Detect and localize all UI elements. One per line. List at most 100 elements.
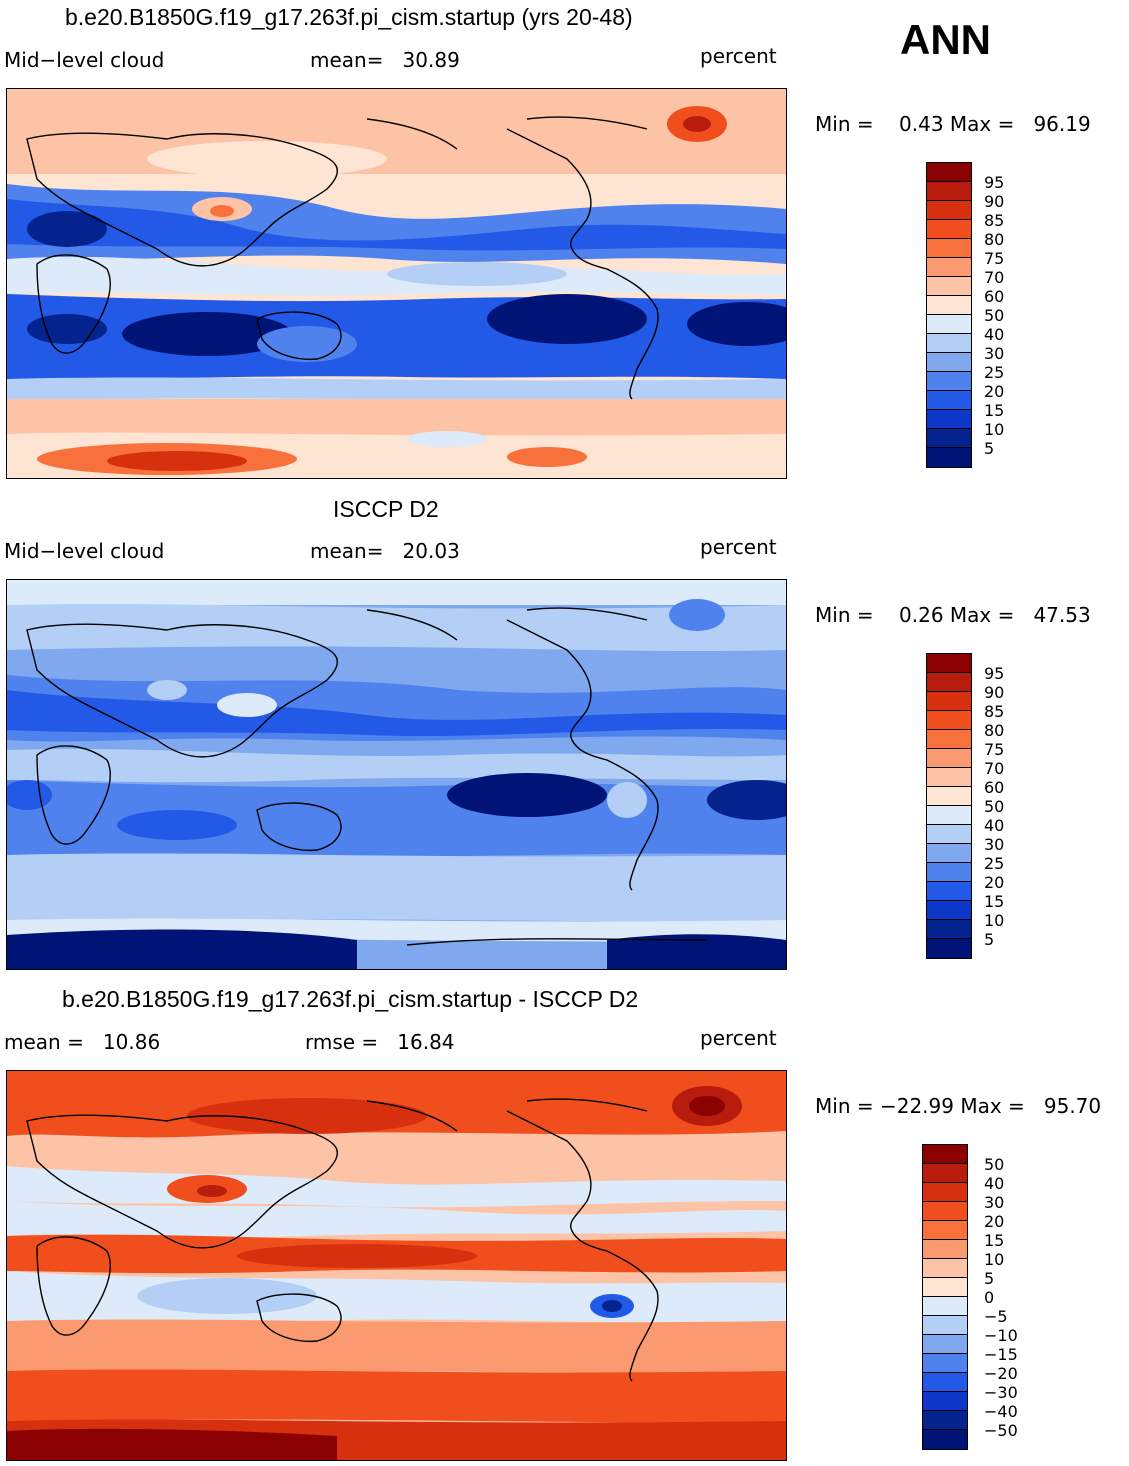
colorbar-tick-label: 80 [984, 230, 1005, 249]
colorbar-cell [923, 1164, 967, 1183]
colorbar-tick-label: 30 [984, 344, 1005, 363]
colorbar-cell [927, 692, 971, 711]
colorbar-tick-label: 90 [984, 683, 1005, 702]
panel-1-map [6, 88, 787, 479]
colorbar-tick-label: 25 [984, 363, 1005, 382]
colorbar-tick-label: 10 [984, 1250, 1005, 1269]
colorbar-cell [927, 296, 971, 315]
colorbar-cell [927, 654, 971, 673]
colorbar-tick-label: −10 [984, 1326, 1018, 1345]
colorbar-tick-label: 95 [984, 173, 1005, 192]
colorbar-tick-label: 50 [984, 1155, 1005, 1174]
colorbar-cell [927, 768, 971, 787]
panel-2-units-label: percent [700, 535, 777, 559]
colorbar-tick-label: 25 [984, 854, 1005, 873]
panel-1-units-label: percent [700, 44, 777, 68]
colorbar-cell [927, 844, 971, 863]
colorbar-tick-label: 70 [984, 759, 1005, 778]
colorbar-tick-label: 20 [984, 382, 1005, 401]
colorbar-cell [927, 163, 971, 182]
colorbar-cell [927, 410, 971, 429]
colorbar-tick-label: 20 [984, 1212, 1005, 1231]
colorbar-cell [923, 1335, 967, 1354]
colorbar-cell [923, 1202, 967, 1221]
colorbar-cell [927, 711, 971, 730]
colorbar-cell [923, 1240, 967, 1259]
panel-3-map [6, 1070, 787, 1461]
colorbar-tick-label: 50 [984, 797, 1005, 816]
panel-3-units-label: percent [700, 1026, 777, 1050]
colorbar-cell [927, 882, 971, 901]
panel-1-minmax: Min = 0.43 Max = 96.19 [815, 112, 1091, 136]
colorbar-tick-label: −20 [984, 1364, 1018, 1383]
colorbar-tick-label: −30 [984, 1383, 1018, 1402]
colorbar-cell [927, 749, 971, 768]
colorbar-cell [927, 334, 971, 353]
colorbar-tick-label: 90 [984, 192, 1005, 211]
colorbar-cell [927, 258, 971, 277]
colorbar-cell [927, 787, 971, 806]
colorbar-tick-label: 75 [984, 740, 1005, 759]
colorbar-tick-label: 15 [984, 892, 1005, 911]
colorbar-cell [927, 353, 971, 372]
panel-3-minmax: Min = −22.99 Max = 95.70 [815, 1094, 1102, 1118]
colorbar-cell [927, 825, 971, 844]
colorbar-cell [923, 1259, 967, 1278]
colorbar-cell [927, 239, 971, 258]
colorbar-tick-label: 60 [984, 287, 1005, 306]
colorbar-tick-label: 95 [984, 664, 1005, 683]
colorbar-tick-label: 30 [984, 1193, 1005, 1212]
panel-2-mean-label: mean= 20.03 [310, 539, 460, 563]
colorbar-cell [923, 1221, 967, 1240]
colorbar-tick-label: 15 [984, 401, 1005, 420]
colorbar-tick-label: 75 [984, 249, 1005, 268]
colorbar-cell [927, 429, 971, 448]
panel-2-map [6, 579, 787, 970]
colorbar-cell [927, 806, 971, 825]
colorbar-cell [923, 1411, 967, 1430]
colorbar-tick-label: 85 [984, 211, 1005, 230]
colorbar-tick-label: 30 [984, 835, 1005, 854]
panel-3-colorbar [922, 1144, 968, 1450]
panel-2-title: ISCCP D2 [333, 496, 439, 522]
season-label: ANN [900, 16, 991, 63]
colorbar-tick-label: 80 [984, 721, 1005, 740]
colorbar-tick-label: 10 [984, 420, 1005, 439]
colorbar-tick-label: −50 [984, 1421, 1018, 1440]
colorbar-tick-label: 70 [984, 268, 1005, 287]
colorbar-tick-label: 50 [984, 306, 1005, 325]
panel-3-mean-label: mean = 10.86 [4, 1030, 161, 1054]
panel-2-variable-label: Mid−level cloud [4, 539, 165, 563]
colorbar-cell [927, 939, 971, 958]
colorbar-tick-label: 5 [984, 439, 995, 458]
colorbar-cell [927, 863, 971, 882]
colorbar-cell [927, 673, 971, 692]
colorbar-tick-label: 10 [984, 911, 1005, 930]
colorbar-tick-label: 20 [984, 873, 1005, 892]
colorbar-cell [927, 391, 971, 410]
colorbar-cell [923, 1297, 967, 1316]
colorbar-cell [923, 1145, 967, 1164]
colorbar-tick-label: −40 [984, 1402, 1018, 1421]
colorbar-tick-label: 85 [984, 702, 1005, 721]
colorbar-cell [927, 220, 971, 239]
colorbar-cell [923, 1373, 967, 1392]
colorbar-tick-label: 40 [984, 1174, 1005, 1193]
colorbar-cell [923, 1278, 967, 1297]
panel-1-mean-label: mean= 30.89 [310, 48, 460, 72]
colorbar-tick-label: 5 [984, 1269, 995, 1288]
panel-3-rmse-label: rmse = 16.84 [305, 1030, 455, 1054]
colorbar-cell [927, 730, 971, 749]
colorbar-cell [927, 182, 971, 201]
colorbar-tick-label: 40 [984, 816, 1005, 835]
colorbar-cell [927, 372, 971, 391]
colorbar-cell [923, 1354, 967, 1373]
colorbar-tick-label: 40 [984, 325, 1005, 344]
colorbar-cell [923, 1430, 967, 1449]
panel-1-variable-label: Mid−level cloud [4, 48, 165, 72]
colorbar-tick-label: 0 [984, 1288, 995, 1307]
panel-2-minmax: Min = 0.26 Max = 47.53 [815, 603, 1091, 627]
colorbar-tick-label: −5 [984, 1307, 1008, 1326]
colorbar-cell [923, 1316, 967, 1335]
panel-1-title: b.e20.B1850G.f19_g17.263f.pi_cism.startu… [65, 4, 633, 30]
